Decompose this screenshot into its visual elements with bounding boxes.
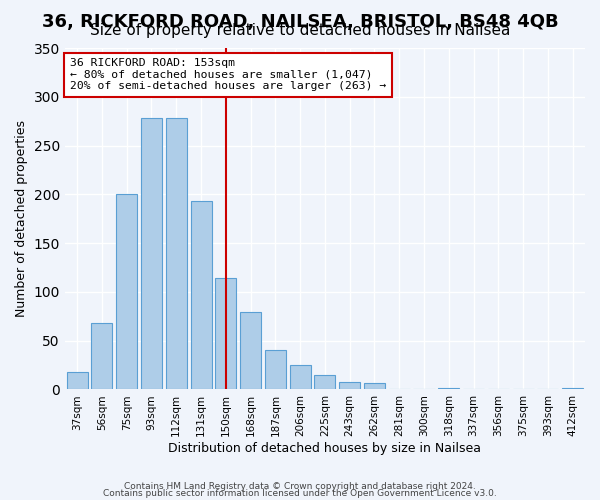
Y-axis label: Number of detached properties: Number of detached properties: [15, 120, 28, 317]
Bar: [191, 201, 212, 390]
Bar: [166, 118, 187, 390]
X-axis label: Distribution of detached houses by size in Nailsea: Distribution of detached houses by size …: [169, 442, 481, 455]
Text: Size of property relative to detached houses in Nailsea: Size of property relative to detached ho…: [90, 22, 510, 38]
Bar: [339, 382, 360, 390]
Bar: [314, 375, 335, 390]
Bar: [116, 194, 137, 390]
Text: Contains public sector information licensed under the Open Government Licence v3: Contains public sector information licen…: [103, 488, 497, 498]
Text: Contains HM Land Registry data © Crown copyright and database right 2024.: Contains HM Land Registry data © Crown c…: [124, 482, 476, 491]
Bar: [562, 388, 583, 390]
Text: 36, RICKFORD ROAD, NAILSEA, BRISTOL, BS48 4QB: 36, RICKFORD ROAD, NAILSEA, BRISTOL, BS4…: [41, 12, 559, 30]
Bar: [215, 278, 236, 390]
Bar: [265, 350, 286, 390]
Bar: [91, 323, 112, 390]
Bar: [438, 388, 459, 390]
Bar: [67, 372, 88, 390]
Bar: [141, 118, 162, 390]
Bar: [290, 365, 311, 390]
Bar: [364, 382, 385, 390]
Bar: [240, 312, 261, 390]
Text: 36 RICKFORD ROAD: 153sqm
← 80% of detached houses are smaller (1,047)
20% of sem: 36 RICKFORD ROAD: 153sqm ← 80% of detach…: [70, 58, 386, 92]
